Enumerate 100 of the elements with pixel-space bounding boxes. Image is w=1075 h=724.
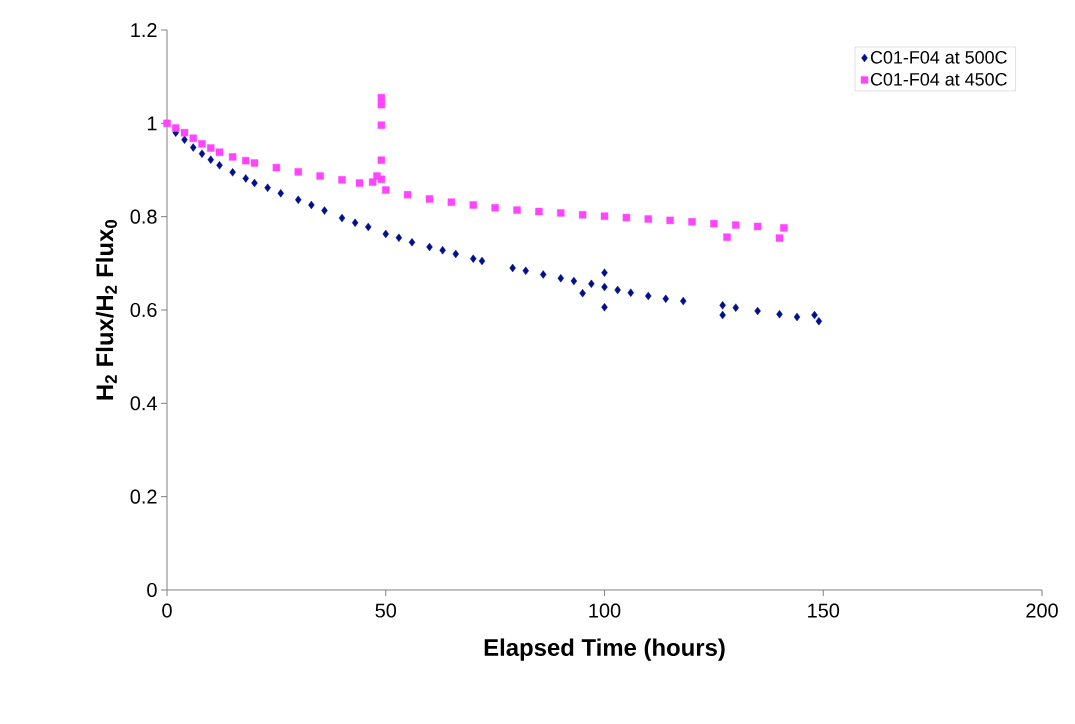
point	[478, 256, 486, 266]
point	[338, 176, 346, 184]
point	[522, 266, 529, 275]
point	[452, 249, 459, 259]
point	[732, 221, 740, 229]
point	[509, 263, 516, 273]
point	[578, 211, 587, 219]
point	[180, 128, 189, 137]
y-tick-label: 0.4	[130, 396, 157, 411]
point	[295, 195, 302, 205]
point	[491, 204, 499, 212]
point	[754, 306, 761, 316]
point	[470, 254, 477, 263]
point	[811, 310, 818, 320]
point	[513, 206, 521, 214]
point	[425, 195, 434, 203]
point	[242, 156, 250, 165]
point	[557, 209, 565, 217]
point	[614, 285, 621, 295]
point	[469, 201, 477, 209]
point	[207, 155, 214, 164]
point	[351, 218, 359, 227]
point	[588, 279, 595, 289]
point	[601, 282, 608, 292]
x-axis-title: Elapsed Time (hours)	[484, 638, 725, 661]
point	[753, 222, 762, 231]
point	[294, 168, 302, 176]
point	[377, 100, 386, 109]
point	[207, 144, 215, 152]
point	[228, 153, 237, 161]
point	[272, 163, 281, 172]
y-tick-label: 1	[147, 116, 157, 131]
point	[570, 276, 578, 286]
y-tick-label: 0.6	[130, 302, 157, 318]
point	[365, 222, 372, 232]
point	[780, 224, 788, 232]
point	[426, 242, 433, 252]
y-tick-label: 0	[147, 582, 157, 598]
point	[680, 296, 687, 306]
x-tick-label: 50	[375, 603, 397, 618]
point	[172, 124, 180, 132]
point	[719, 310, 726, 320]
point	[377, 121, 386, 129]
point	[601, 302, 608, 312]
point	[308, 200, 315, 210]
point	[579, 288, 586, 298]
point	[723, 233, 731, 241]
point	[377, 156, 386, 164]
point	[189, 134, 197, 142]
point	[793, 312, 801, 322]
point	[540, 270, 547, 279]
point	[732, 303, 739, 312]
point	[644, 215, 652, 223]
point	[251, 178, 258, 188]
point	[710, 219, 718, 228]
point	[242, 174, 249, 183]
point	[815, 316, 823, 326]
point	[316, 172, 324, 180]
point	[622, 213, 631, 222]
point	[601, 268, 608, 277]
point	[395, 233, 403, 242]
point	[382, 186, 390, 194]
x-tick-label: 150	[808, 603, 840, 618]
legend-label: C01-F04 at 500C	[870, 50, 1007, 64]
point	[535, 207, 543, 216]
legend-label: C01-F04 at 450C	[870, 72, 1007, 86]
point	[250, 159, 259, 167]
point	[645, 291, 652, 301]
point	[557, 274, 564, 283]
point	[216, 161, 223, 170]
point	[264, 183, 271, 192]
y-axis-title: H$_{2}$ Flux/H$_{2}$ Flux$_{0}$	[95, 220, 117, 400]
point	[377, 93, 386, 102]
point	[403, 191, 412, 199]
point	[181, 135, 188, 144]
point	[229, 168, 236, 177]
point	[377, 175, 386, 184]
point	[163, 119, 171, 128]
x-tick-label: 0	[162, 603, 172, 618]
point	[776, 309, 783, 319]
point	[382, 229, 389, 239]
point	[190, 143, 197, 152]
point	[321, 206, 328, 215]
point	[719, 301, 726, 310]
y-tick-label: 0.8	[130, 209, 157, 224]
y-tick-label: 1.2	[131, 23, 157, 37]
point	[447, 198, 456, 206]
point	[408, 238, 416, 247]
point	[338, 213, 346, 223]
point	[215, 148, 224, 156]
point	[662, 294, 669, 303]
x-tick-label: 200	[1026, 603, 1058, 618]
point	[198, 140, 206, 148]
point	[355, 179, 364, 187]
y-tick-label: 0.2	[130, 489, 157, 504]
point	[368, 178, 377, 186]
point	[627, 288, 634, 297]
point	[688, 218, 696, 226]
point	[198, 149, 206, 158]
point	[600, 212, 609, 220]
